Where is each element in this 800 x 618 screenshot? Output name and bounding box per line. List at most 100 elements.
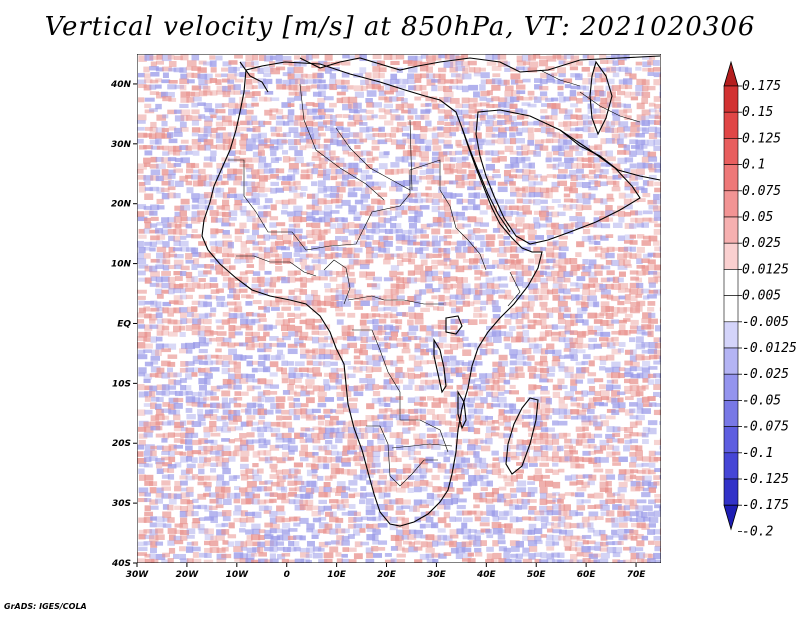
- field-cell: [257, 217, 267, 223]
- field-cell: [377, 205, 384, 211]
- field-cell: [576, 85, 587, 90]
- field-cell: [383, 103, 394, 109]
- field-cell: [540, 175, 548, 182]
- field-cell: [365, 97, 373, 104]
- field-cell: [641, 222, 649, 228]
- field-cell: [384, 169, 394, 175]
- field-cell: [143, 373, 153, 380]
- field-cell: [342, 114, 351, 119]
- field-cell: [402, 138, 409, 144]
- field-cell: [653, 193, 660, 200]
- field-cell: [426, 162, 435, 169]
- field-cell: [617, 528, 628, 536]
- field-cell: [636, 258, 643, 265]
- field-cell: [432, 145, 442, 151]
- field-cell: [323, 528, 331, 534]
- field-cell: [371, 139, 380, 145]
- field-cell: [215, 456, 224, 463]
- field-cell: [174, 529, 184, 535]
- field-cell: [251, 318, 261, 324]
- field-cell: [642, 192, 651, 198]
- field-cell: [546, 223, 556, 228]
- field-cell: [210, 150, 217, 156]
- field-cell: [222, 132, 232, 139]
- field-cell: [582, 258, 589, 265]
- field-cell: [191, 306, 198, 312]
- field-cell: [474, 139, 485, 146]
- field-cell: [246, 312, 254, 317]
- field-cell: [461, 205, 468, 211]
- field-cell: [144, 480, 154, 486]
- field-cell: [467, 216, 477, 223]
- field-cell: [659, 457, 661, 461]
- field-cell: [437, 463, 447, 469]
- field-cell: [401, 505, 410, 509]
- field-cell: [240, 510, 248, 517]
- field-cell: [456, 504, 466, 510]
- field-cell: [377, 210, 388, 216]
- field-cell: [414, 336, 422, 341]
- field-cell: [581, 415, 591, 423]
- field-cell: [413, 433, 421, 440]
- field-cell: [636, 409, 644, 414]
- field-cell: [413, 270, 421, 275]
- field-cell: [450, 73, 461, 78]
- field-cell: [503, 336, 511, 342]
- field-cell: [641, 408, 651, 414]
- field-cell: [431, 270, 439, 276]
- field-cell: [660, 432, 661, 440]
- field-cell: [251, 85, 258, 89]
- field-cell: [576, 162, 585, 169]
- field-cell: [485, 126, 493, 133]
- field-cell: [138, 234, 147, 239]
- field-cell: [654, 120, 661, 125]
- field-cell: [377, 331, 387, 335]
- field-cell: [293, 168, 300, 175]
- field-cell: [587, 151, 596, 156]
- field-cell: [624, 186, 635, 191]
- field-cell: [384, 138, 392, 143]
- field-cell: [605, 480, 612, 487]
- field-cell: [660, 384, 661, 389]
- field-cell: [185, 223, 193, 229]
- field-cell: [371, 246, 382, 251]
- field-cell: [515, 79, 524, 84]
- field-cell: [437, 79, 446, 85]
- field-cell: [480, 415, 488, 422]
- field-cell: [233, 121, 240, 127]
- field-cell: [305, 265, 315, 271]
- field-cell: [258, 529, 266, 534]
- field-cell: [137, 270, 146, 276]
- field-cell: [557, 271, 566, 279]
- field-cell: [179, 151, 188, 156]
- field-cell: [263, 331, 270, 337]
- field-cell: [420, 270, 429, 277]
- field-cell: [642, 295, 650, 300]
- field-cell: [191, 127, 201, 133]
- field-cell: [540, 265, 550, 270]
- field-cell: [587, 528, 595, 533]
- field-cell: [558, 288, 565, 294]
- field-cell: [486, 264, 495, 269]
- field-cell: [204, 409, 214, 416]
- field-cell: [599, 487, 609, 493]
- field-cell: [341, 199, 351, 206]
- field-cell: [366, 456, 374, 463]
- field-cell: [564, 325, 571, 333]
- field-cell: [197, 180, 206, 187]
- field-cell: [660, 259, 661, 264]
- field-cell: [438, 54, 448, 59]
- field-cell: [312, 102, 320, 108]
- field-cell: [185, 445, 193, 451]
- field-cell: [522, 163, 532, 169]
- field-cell: [185, 247, 196, 252]
- field-cell: [467, 444, 476, 451]
- field-cell: [180, 97, 189, 103]
- field-cell: [528, 61, 539, 68]
- field-cell: [569, 258, 578, 265]
- field-cell: [641, 318, 652, 324]
- field-cell: [474, 114, 485, 118]
- field-cell: [563, 139, 573, 145]
- field-cell: [600, 342, 610, 347]
- field-cell: [341, 528, 350, 534]
